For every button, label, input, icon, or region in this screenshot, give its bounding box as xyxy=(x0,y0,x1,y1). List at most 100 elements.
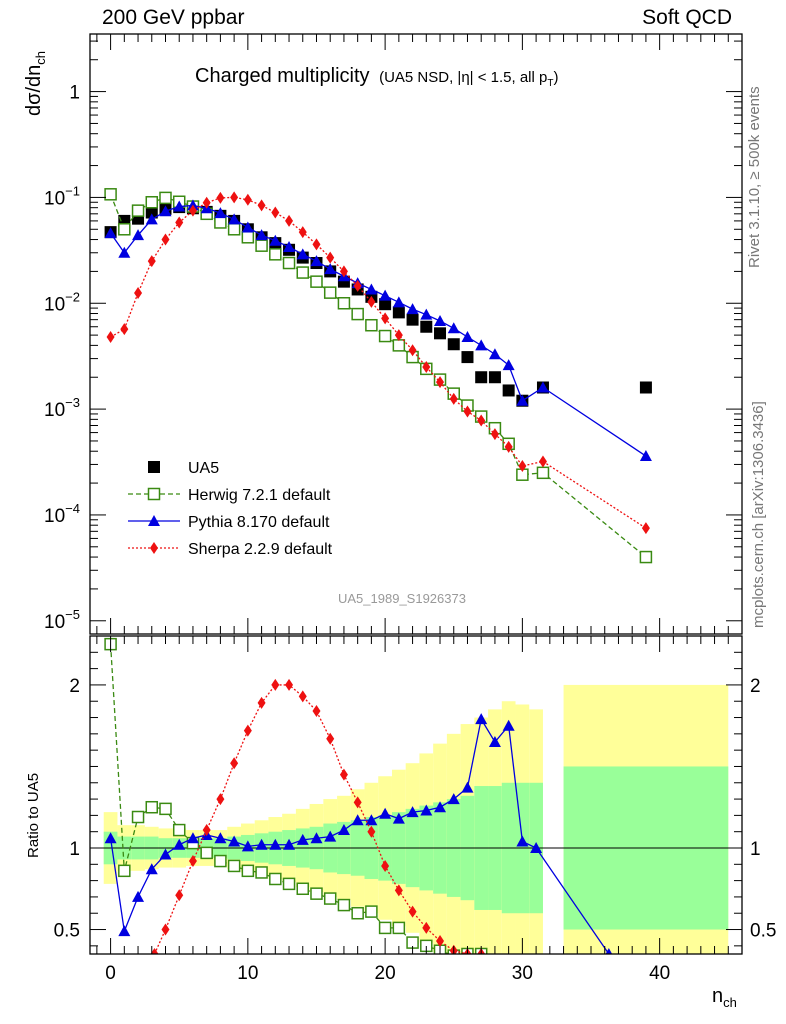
main-pythia-point xyxy=(516,394,529,406)
main-sherpa-line xyxy=(110,196,647,529)
main-data-point xyxy=(461,351,474,364)
main-sherpa-point xyxy=(449,392,458,405)
x-tick-label: 10 xyxy=(237,963,258,984)
ratio-sherpa-point xyxy=(312,705,321,718)
main-pythia-point xyxy=(461,330,474,342)
ratio-sherpa-point xyxy=(339,768,348,781)
main-herwig-point xyxy=(310,275,323,288)
ratio-y-tick-label-right: 0.5 xyxy=(750,921,776,942)
main-pythia-point xyxy=(296,248,309,260)
main-herwig-point xyxy=(639,550,653,564)
main-sherpa-point xyxy=(436,376,445,389)
main-pythia-point xyxy=(324,263,337,275)
main-y-tick-label: 10−1 xyxy=(44,183,80,209)
main-sherpa-point xyxy=(490,428,499,441)
main-y-tick-label: 10−2 xyxy=(44,289,80,315)
ratio-pythia-point xyxy=(420,804,433,816)
main-pythia-point xyxy=(173,200,186,212)
ratio-axes: 0.5 0.51 12 20 10 20 30 40 xyxy=(54,635,776,984)
main-pythia-point xyxy=(241,221,254,233)
main-y-tick-label: 10−3 xyxy=(44,395,80,421)
main-sherpa-point xyxy=(381,312,390,325)
chart-subtitle-end: ) xyxy=(553,69,558,86)
main-sherpa-point xyxy=(326,251,335,264)
main-herwig-point xyxy=(296,266,310,279)
main-data-point xyxy=(434,327,447,340)
ratio-sherpa-point xyxy=(161,923,170,936)
main-sherpa-point xyxy=(463,405,472,418)
main-herwig-point xyxy=(536,466,550,480)
ratio-sherpa-point xyxy=(243,724,252,737)
main-pythia-point xyxy=(145,213,158,225)
legend-label: Pythia 8.170 default xyxy=(188,514,330,531)
main-herwig-point xyxy=(227,223,241,236)
main-pythia-point xyxy=(214,207,227,219)
main-herwig-point xyxy=(159,191,172,205)
ratio-herwig-point xyxy=(392,921,406,935)
main-herwig-point xyxy=(131,204,145,217)
ratio-pythia-point xyxy=(530,842,543,853)
x-tick-label: 0 xyxy=(105,963,116,984)
chart-subtitle-sub: T xyxy=(547,78,553,89)
main-herwig-point xyxy=(378,329,392,343)
ratio-pythia-point xyxy=(132,890,145,902)
main-sherpa-point xyxy=(422,360,431,373)
ratio-herwig-point xyxy=(282,877,296,891)
main-pythia-point xyxy=(488,348,501,360)
main-herwig-point xyxy=(282,256,296,270)
main-sherpa-point xyxy=(298,226,307,239)
main-sherpa-point xyxy=(161,233,170,246)
ratio-sherpa-point xyxy=(367,825,376,838)
main-pythia-point xyxy=(269,234,282,246)
main-pythia-point xyxy=(434,314,447,326)
ratio-herwig-point xyxy=(131,810,145,824)
ratio-sherpa-point xyxy=(216,793,225,806)
ratio-herwig-point xyxy=(214,854,227,868)
legend: UA5 Herwig 7.2.1 default Pythia 8.170 defa… xyxy=(128,460,333,558)
ratio-pythia-point xyxy=(475,713,488,725)
main-series xyxy=(104,188,653,564)
legend-marker xyxy=(150,542,158,554)
main-data-point xyxy=(392,306,405,319)
main-herwig-point xyxy=(241,231,255,244)
main-pythia-point xyxy=(536,381,549,393)
ratio-pythia-point xyxy=(502,719,515,731)
main-pythia-point xyxy=(132,229,145,241)
ratio-sherpa-point xyxy=(271,678,280,691)
header-left: 200 GeV ppbar xyxy=(102,6,245,29)
main-herwig-point xyxy=(214,216,227,229)
main-data-point xyxy=(447,338,460,351)
main-y-axis-label: dσ/dnch xyxy=(23,51,48,116)
ratio-sherpa-point xyxy=(326,732,335,745)
ratio-pythia-point xyxy=(516,835,529,847)
main-pythia-point xyxy=(420,308,433,320)
main-sherpa-point xyxy=(641,522,650,535)
ratio-pythia-point xyxy=(488,736,501,747)
ratio-pythia-point xyxy=(434,801,447,813)
main-herwig-point xyxy=(104,188,117,201)
ratio-herwig-point xyxy=(172,823,186,837)
ratio-herwig-point xyxy=(269,872,282,886)
ratio-pythia-point xyxy=(283,838,296,850)
ratio-pythia-point xyxy=(605,948,613,954)
main-sherpa-point xyxy=(243,193,252,206)
main-pythia-line xyxy=(110,204,647,457)
ratio-sherpa-point xyxy=(188,855,197,868)
ratio-sherpa-point xyxy=(298,690,307,703)
ratio-herwig-point xyxy=(378,921,392,935)
main-data-point xyxy=(145,206,158,219)
main-sherpa-point xyxy=(394,329,403,342)
main-sherpa-point xyxy=(230,191,239,204)
main-pythia-point xyxy=(255,229,268,241)
main-pythia-point xyxy=(159,205,172,217)
legend-marker xyxy=(147,487,161,501)
ratio-herwig-point xyxy=(351,906,364,920)
ratio-herwig-point xyxy=(323,892,337,905)
main-pythia-point xyxy=(228,213,241,225)
ratio-y-tick-label-left: 2 xyxy=(69,676,80,697)
main-sherpa-point xyxy=(312,238,321,251)
ratio-y-tick-label-left: 1 xyxy=(69,839,80,860)
ratio-y-tick-label-left: 0.5 xyxy=(54,921,80,942)
main-pythia-point xyxy=(365,283,378,295)
